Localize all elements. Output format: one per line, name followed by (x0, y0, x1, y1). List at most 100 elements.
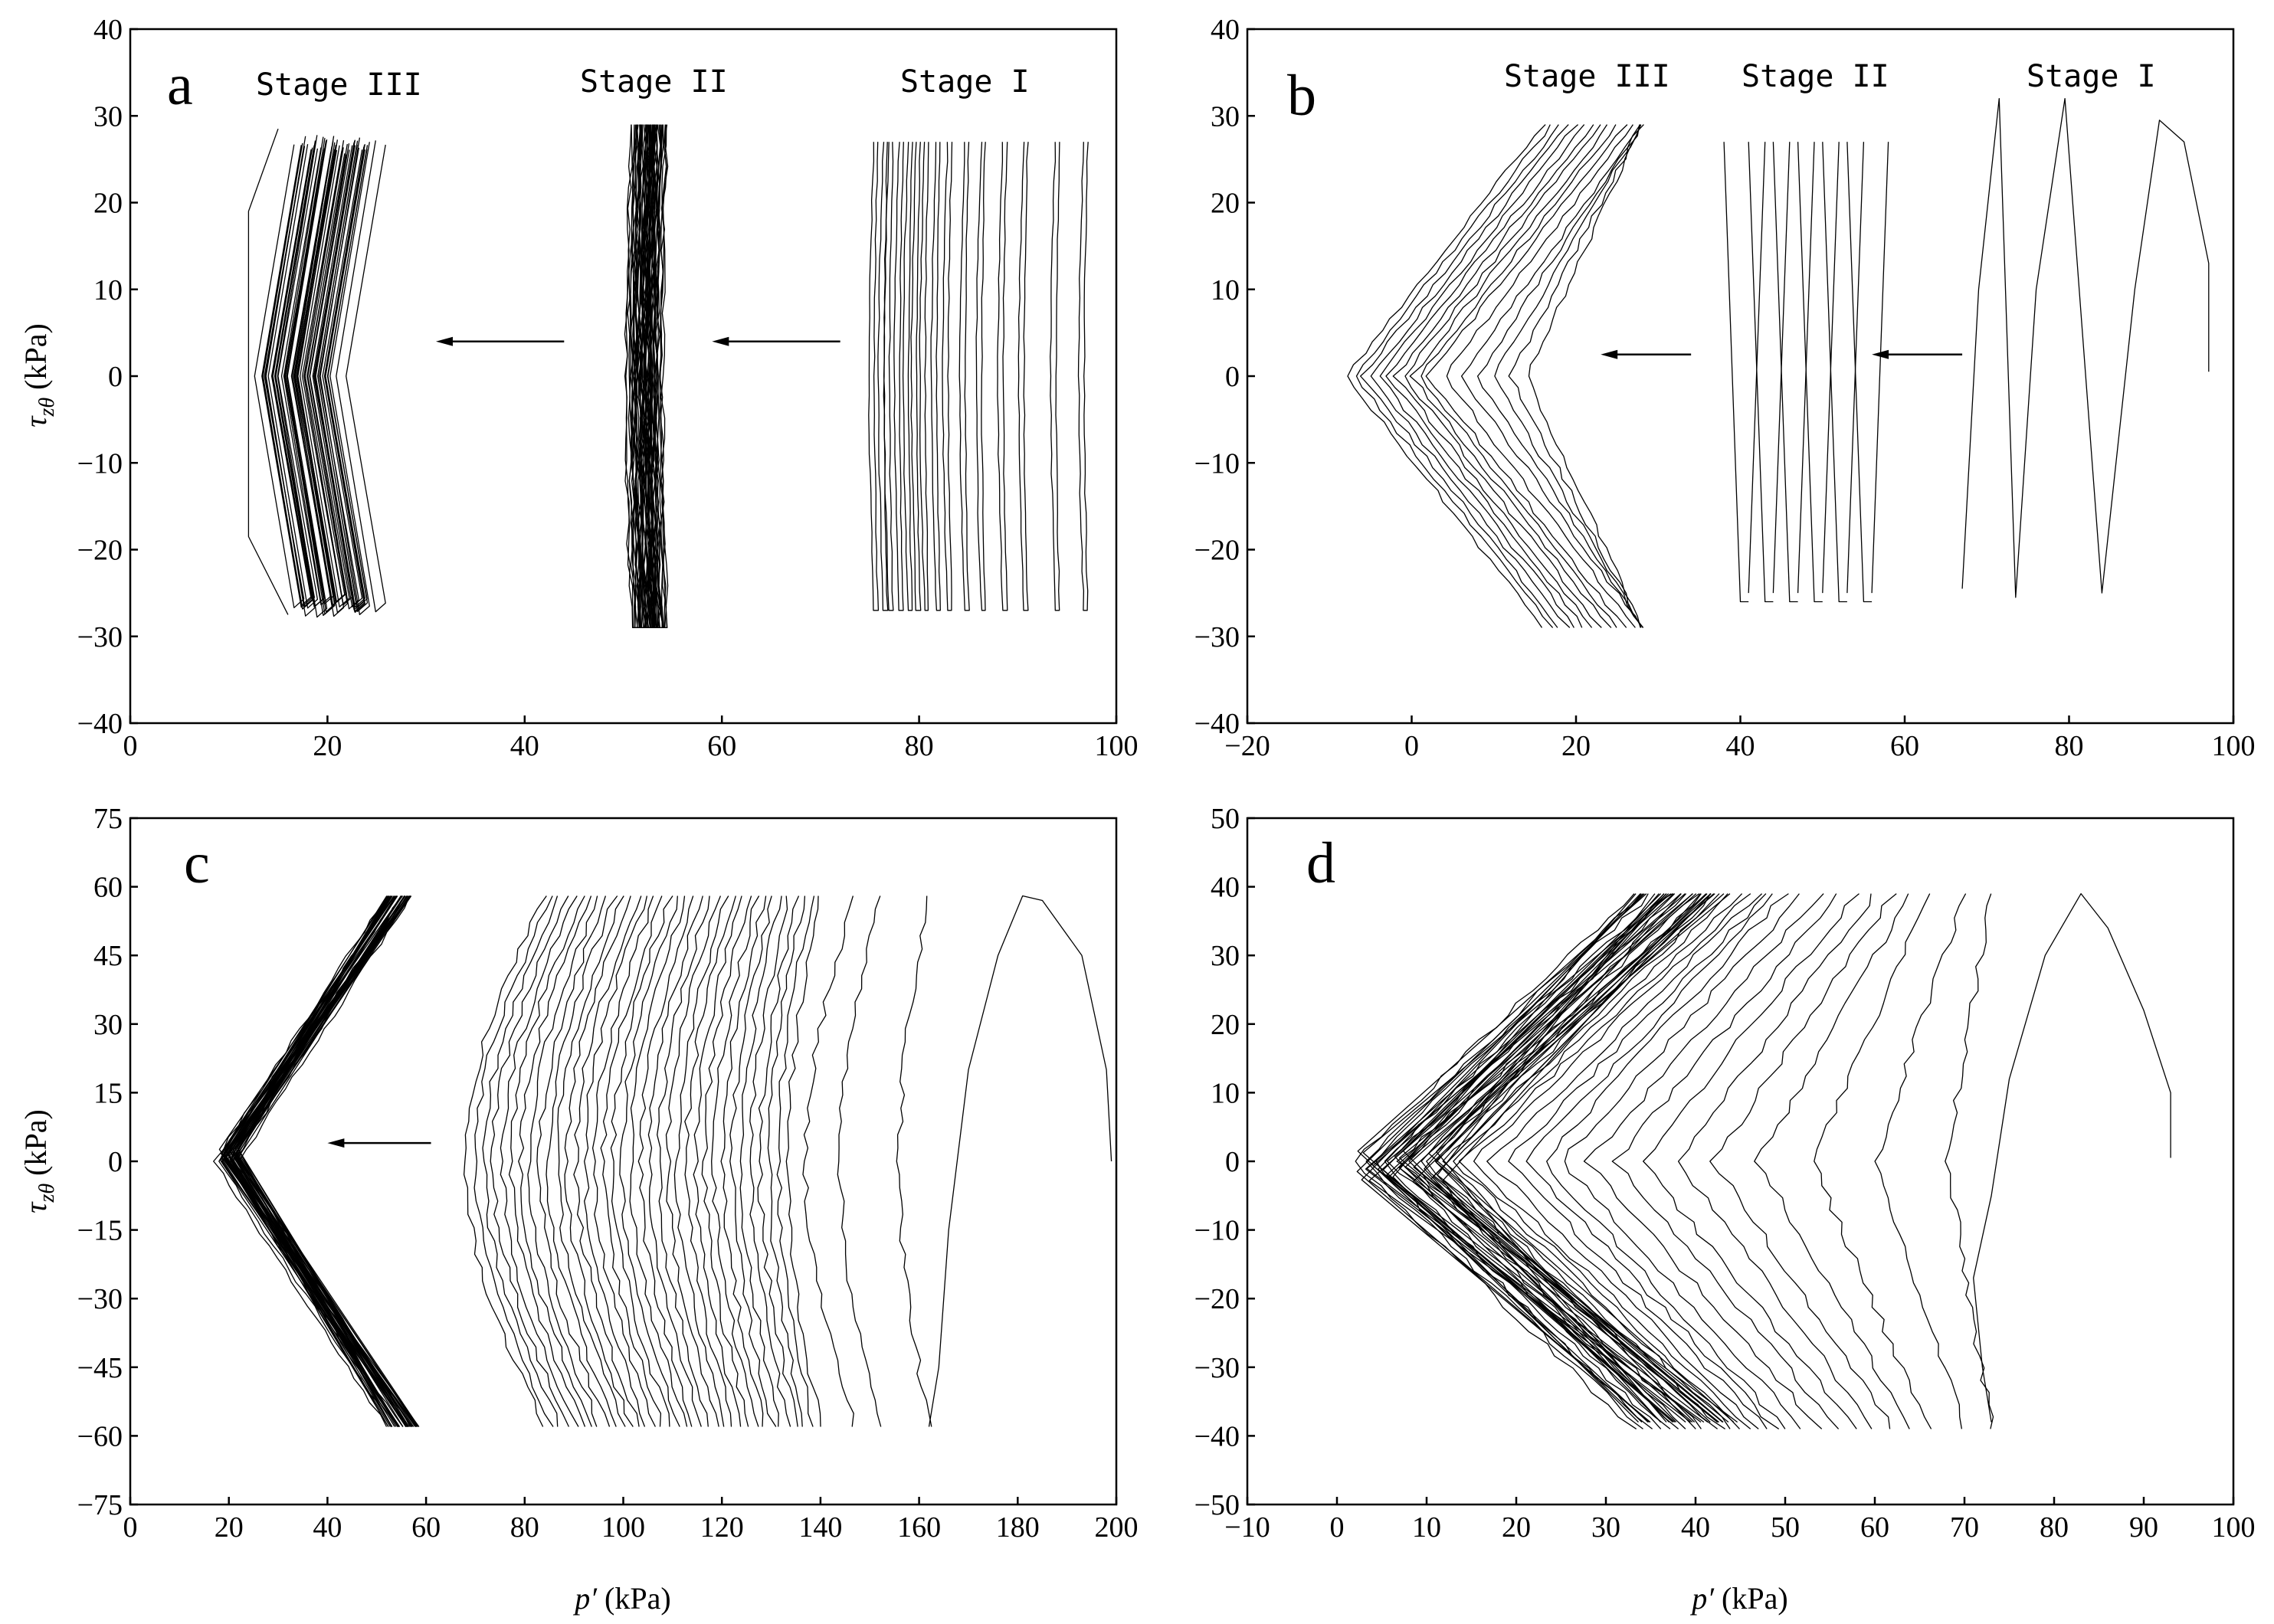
panel-a-traces (247, 124, 1089, 629)
panel-d-ytick-label: −20 (1194, 1283, 1240, 1315)
panel-d-ticks: −10 0 10 20 30 40 50 60 70 80 90 100−50−40−30−20−10… (1194, 803, 2256, 1544)
panel-d-loop-trace (1945, 893, 1994, 1429)
panel-c-arc-trace (701, 895, 752, 1427)
panel-c-arc-trace (500, 895, 579, 1427)
panel-d-xtick-label: −10 (1224, 1511, 1270, 1544)
panel-d-letter: d (1306, 831, 1335, 895)
panel-c-ytick-label: −60 (77, 1420, 123, 1452)
panel-b-stage-ii-trace (1748, 142, 1774, 603)
panel-c-arc-trace (684, 895, 736, 1427)
panel-c-arc-trace (527, 895, 598, 1427)
panel-c-loop-trace (237, 895, 393, 1427)
panel-c-loop-trace (221, 895, 401, 1427)
panel-a-stage-ii-trace (644, 124, 658, 629)
panel-c-loop-trace (229, 895, 407, 1427)
panel-a-ytick-label: −40 (77, 708, 123, 740)
panel-b-stage-iii-trace (1508, 124, 1643, 628)
panel-c-arc-trace (482, 895, 559, 1427)
panel-d-loop-trace (1453, 893, 1731, 1429)
panel-d-loop-trace (1355, 893, 1637, 1429)
panel-c-loop-trace (232, 895, 399, 1427)
panel-d-xtick-label: 40 (1681, 1511, 1710, 1544)
panel-a-stage-iii-trace (262, 142, 313, 610)
panel-c-ytick-label: 0 (108, 1146, 123, 1178)
panel-b-ytick-label: 20 (1211, 188, 1240, 220)
panel-c-ticks: 0 20 40 60 80 100 120 140 160 180 200 −75 −60 −45 −30 −… (77, 803, 1139, 1544)
panel-a-stage-ii-trace (648, 124, 663, 629)
panel-c-arc-trace (629, 895, 688, 1427)
panel-d-loop-trace (1564, 893, 1801, 1429)
panel-c-arc-trace (463, 895, 547, 1427)
panel-d-loop-trace (1387, 893, 1673, 1429)
svg-text:τzθ (kPa): τzθ (kPa) (18, 1109, 59, 1213)
panel-c-loop-trace (221, 895, 408, 1427)
panel-d-loop-trace (1368, 893, 1705, 1423)
panel-d-xlabel: p′ (kPa) (1689, 1581, 1787, 1616)
panel-b-ticks: −20 0 20 40 60 80 100 −40 −30 −20 −10 0 10 20 30 40 (1194, 14, 2256, 762)
panel-c-xtick-label: 60 (411, 1511, 441, 1544)
panel-a-xtick-label: 40 (510, 730, 539, 762)
panel-c-arc-trace (490, 895, 569, 1427)
panel-d-loop-trace (1458, 893, 1743, 1429)
panel-d-loop-trace (1365, 893, 1691, 1423)
panel-d-loop-trace (1486, 893, 1763, 1429)
panel-b-stage-iii-trace (1476, 124, 1644, 628)
panel-d-loop-trace (1677, 893, 1873, 1429)
panel-c-arc-trace (749, 895, 791, 1427)
panel-c-chart: 0 20 40 60 80 100 120 140 160 180 200 −75 −60 −45 −30 −… (18, 803, 1139, 1616)
panel-c-arc-trace (729, 895, 777, 1427)
panel-a-stage-iii-trace (277, 135, 328, 618)
panel-c-loop-trace (229, 895, 400, 1427)
panel-b-ytick-label: 40 (1211, 14, 1240, 46)
panel-d-loop-trace (1874, 893, 1967, 1429)
panel-a-stage-ii-trace (638, 124, 652, 629)
panel-b-stage-iii-trace (1494, 124, 1644, 628)
panel-d-loop-trace (1643, 893, 1860, 1429)
panel-a-stage-iii-trace (299, 145, 350, 607)
panel-a-xtick-label: 20 (313, 730, 342, 762)
panel-c-xtick-label: 160 (897, 1511, 941, 1544)
panel-b-stage-iii-trace (1360, 124, 1559, 628)
panel-b-stage-iii-trace (1347, 124, 1546, 628)
panel-c-arc-trace (508, 895, 586, 1427)
panel-b-stage-ii-trace (1871, 142, 1889, 594)
panel-b-stage-iii-trace (1446, 124, 1636, 628)
panel-d-loop-trace (1394, 893, 1662, 1423)
panel-a-stage-i-trace (902, 142, 913, 611)
panel-b-stage-ii-label: Stage II (1742, 59, 1889, 94)
panel-b-stage-iii-trace (1420, 124, 1617, 628)
panel-c-loop-trace (234, 895, 408, 1427)
panel-b-stage-i-label: Stage I (2027, 59, 2156, 94)
panel-c-loop-trace (221, 895, 417, 1427)
panel-d-loop-trace (1402, 893, 1677, 1423)
panel-d-loop-trace (1361, 893, 1651, 1423)
panel-c-arc-trace (837, 895, 882, 1427)
panel-b-ytick-label: 30 (1211, 100, 1240, 133)
panel-a-stage-i-trace (868, 142, 880, 611)
panel-b-ytick-label: 10 (1211, 274, 1240, 306)
panel-d-loop-trace (1508, 893, 1768, 1429)
panel-d-xtick-label: 30 (1591, 1511, 1620, 1544)
panel-c-ytick-label: −45 (77, 1352, 123, 1384)
panel-c-loop-trace (213, 895, 389, 1427)
panel-c-loop-trace (224, 895, 413, 1427)
panel-c-ytick-label: −15 (77, 1215, 123, 1247)
panel-b-stage-iii-trace (1528, 124, 1642, 628)
panel-a-xtick-label: 80 (905, 730, 934, 762)
panel-c-arc-trace (767, 895, 806, 1427)
panel-a-xtick-label: 100 (1095, 730, 1139, 762)
panel-d-loop-trace (1473, 893, 1751, 1429)
panel-c-arc-trace (896, 895, 932, 1427)
panel-c-loop-trace (234, 895, 409, 1427)
panel-c-arc-trace (693, 895, 742, 1427)
panel-c-loop-trace (223, 895, 420, 1427)
panel-c-arc-trace (536, 895, 611, 1427)
panel-c-xtick-label: 120 (700, 1511, 744, 1544)
panel-a-stage-i-trace (919, 142, 929, 611)
panel-d-loop-trace (1362, 893, 1673, 1423)
panel-d-ytick-label: 0 (1225, 1146, 1240, 1178)
panel-c-traces (213, 895, 1112, 1427)
panel-c-ytick-label: 15 (93, 1077, 123, 1109)
panel-b-xtick-label: 0 (1404, 730, 1419, 762)
